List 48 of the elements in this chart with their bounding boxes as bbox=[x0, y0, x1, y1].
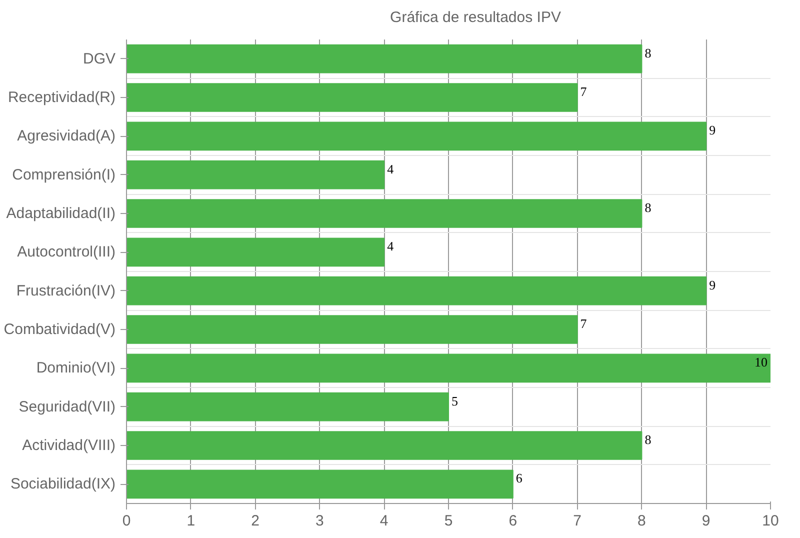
bar bbox=[126, 238, 385, 267]
y-tick-label: Agresividad(A) bbox=[17, 128, 116, 145]
x-tick-label: 3 bbox=[316, 512, 324, 530]
data-label: 4 bbox=[387, 161, 394, 176]
data-label: 7 bbox=[580, 84, 588, 99]
y-tick-label: Comprensión(I) bbox=[12, 166, 116, 184]
y-tick-label: Frustración(IV) bbox=[16, 282, 116, 300]
data-label: 8 bbox=[644, 432, 652, 447]
bar bbox=[126, 122, 707, 151]
data-label: 7 bbox=[580, 316, 588, 331]
y-tick-label: Sociabilidad(IX) bbox=[10, 476, 116, 493]
bar bbox=[126, 199, 642, 228]
x-tick-label: 7 bbox=[573, 512, 582, 530]
series-label: Gráfica de resultados IPV bbox=[390, 8, 561, 26]
data-label: 6 bbox=[516, 470, 523, 486]
x-tick-label: 8 bbox=[638, 512, 646, 530]
x-tick-label: 0 bbox=[122, 512, 131, 530]
bar bbox=[126, 470, 514, 499]
x-tick-label: 9 bbox=[702, 512, 710, 530]
y-tick-label: Dominio(VI) bbox=[36, 360, 116, 377]
data-label: 5 bbox=[452, 393, 458, 408]
x-tick-label: 2 bbox=[251, 512, 260, 530]
y-tick-label: Autocontrol(III) bbox=[17, 244, 116, 261]
bar bbox=[126, 83, 578, 112]
x-tick-label: 4 bbox=[380, 512, 388, 530]
y-tick-label: Receptividad(R) bbox=[8, 89, 116, 106]
y-tick-label: Combatividad(V) bbox=[4, 321, 116, 338]
y-tick-label: Adaptabilidad(II) bbox=[6, 205, 116, 222]
bar bbox=[126, 354, 770, 383]
data-label: 10 bbox=[754, 354, 768, 370]
y-tick-label: Actividad(VIII) bbox=[22, 437, 116, 454]
y-tick-label: DGV bbox=[82, 50, 116, 68]
data-label: 4 bbox=[387, 238, 394, 254]
bar bbox=[126, 392, 449, 422]
x-tick-label: 10 bbox=[762, 512, 779, 530]
bar bbox=[126, 160, 385, 190]
data-label: 8 bbox=[644, 45, 652, 60]
bar bbox=[126, 276, 707, 306]
x-tick-label: 1 bbox=[186, 512, 196, 530]
y-tick-label: Seguridad(VII) bbox=[18, 398, 116, 416]
x-tick-label: 6 bbox=[508, 512, 518, 530]
data-label: 9 bbox=[709, 277, 716, 292]
bar bbox=[126, 431, 642, 460]
bar bbox=[126, 44, 642, 74]
data-label: 8 bbox=[644, 200, 652, 215]
bar bbox=[126, 315, 578, 344]
data-label: 9 bbox=[709, 122, 716, 138]
x-tick-label: 5 bbox=[444, 512, 453, 530]
